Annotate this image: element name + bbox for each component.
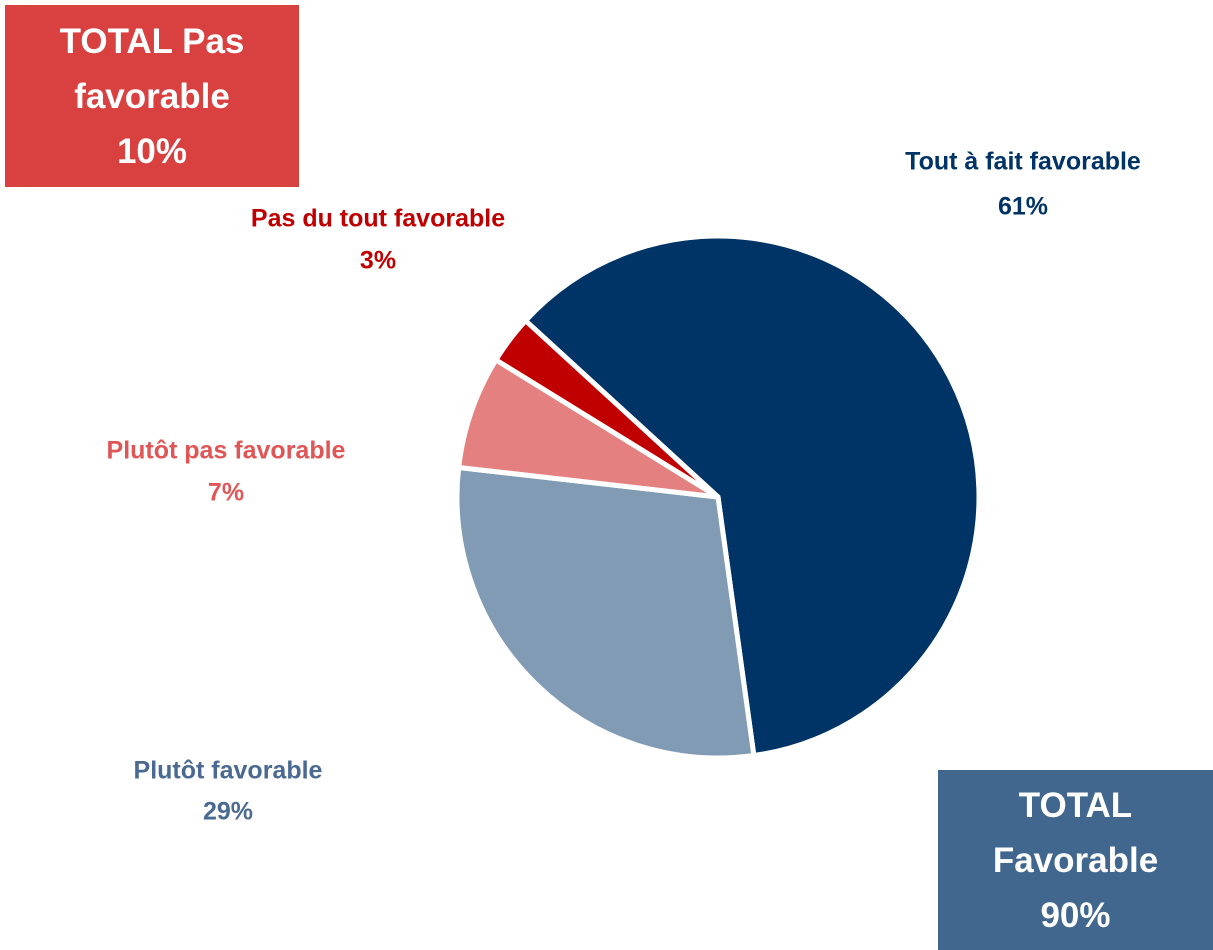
total-value: 90%	[1040, 895, 1111, 935]
slice-label: Plutôt favorable	[134, 757, 323, 785]
slice-value: 29%	[203, 798, 253, 826]
slice-label: Plutôt pas favorable	[107, 437, 346, 465]
slice-label: Pas du tout favorable	[251, 205, 505, 233]
total-label: TOTAL Pas favorable	[59, 21, 245, 116]
slice-value: 61%	[998, 193, 1048, 221]
pie-slice	[454, 464, 757, 761]
pie-slice	[523, 233, 982, 759]
total-box: TOTAL Pas favorable 10%	[5, 5, 299, 187]
slice-label: Tout à fait favorable	[905, 148, 1141, 176]
total-box: TOTAL Favorable 90%	[938, 770, 1213, 950]
pie-slice	[493, 318, 721, 500]
slice-value: 3%	[360, 247, 396, 275]
total-value: 10%	[116, 131, 188, 171]
slice-value: 7%	[208, 479, 244, 507]
total-label: TOTAL Favorable	[992, 785, 1159, 880]
